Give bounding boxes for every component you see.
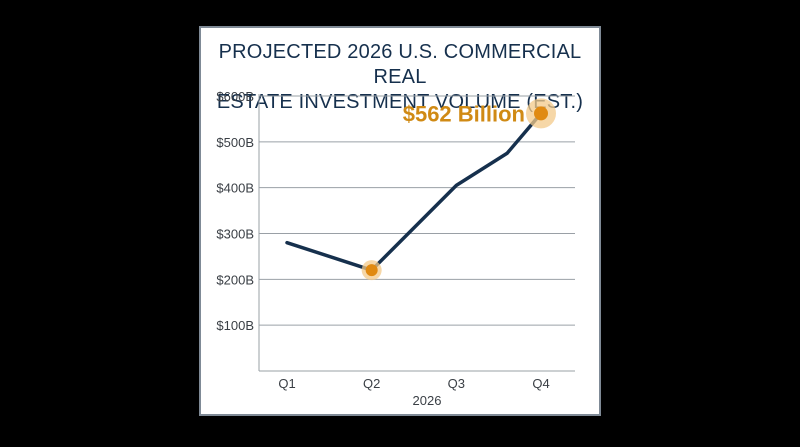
chart-title-line-1: PROJECTED 2026 U.S. COMMERCIAL REAL — [218, 41, 582, 88]
x-tick-label: Q2 — [363, 376, 380, 391]
annotation-label: $562 Billion — [403, 101, 525, 126]
y-tick-label: $600B — [216, 89, 254, 104]
y-tick-label: $400B — [216, 181, 254, 196]
y-tick-label: $100B — [216, 318, 254, 333]
series-line-0 — [285, 111, 543, 272]
line-chart: $100B $200B $300B $400B $500B $600B Q1 Q2 Q3 Q4 20… — [216, 89, 575, 408]
y-tick-label: $200B — [216, 272, 254, 287]
chart-card: PROJECTED 2026 U.S. COMMERCIAL REAL ESTA… — [199, 26, 601, 416]
x-tick-label: Q1 — [278, 376, 295, 391]
x-axis-label: 2026 — [413, 393, 442, 408]
highlight-point-0 — [365, 264, 378, 277]
y-tick-label: $500B — [216, 135, 254, 150]
highlight-point-1 — [534, 106, 548, 121]
y-tick-label: $300B — [216, 227, 254, 242]
x-tick-label: Q4 — [532, 376, 549, 391]
x-tick-label: Q3 — [448, 376, 465, 391]
